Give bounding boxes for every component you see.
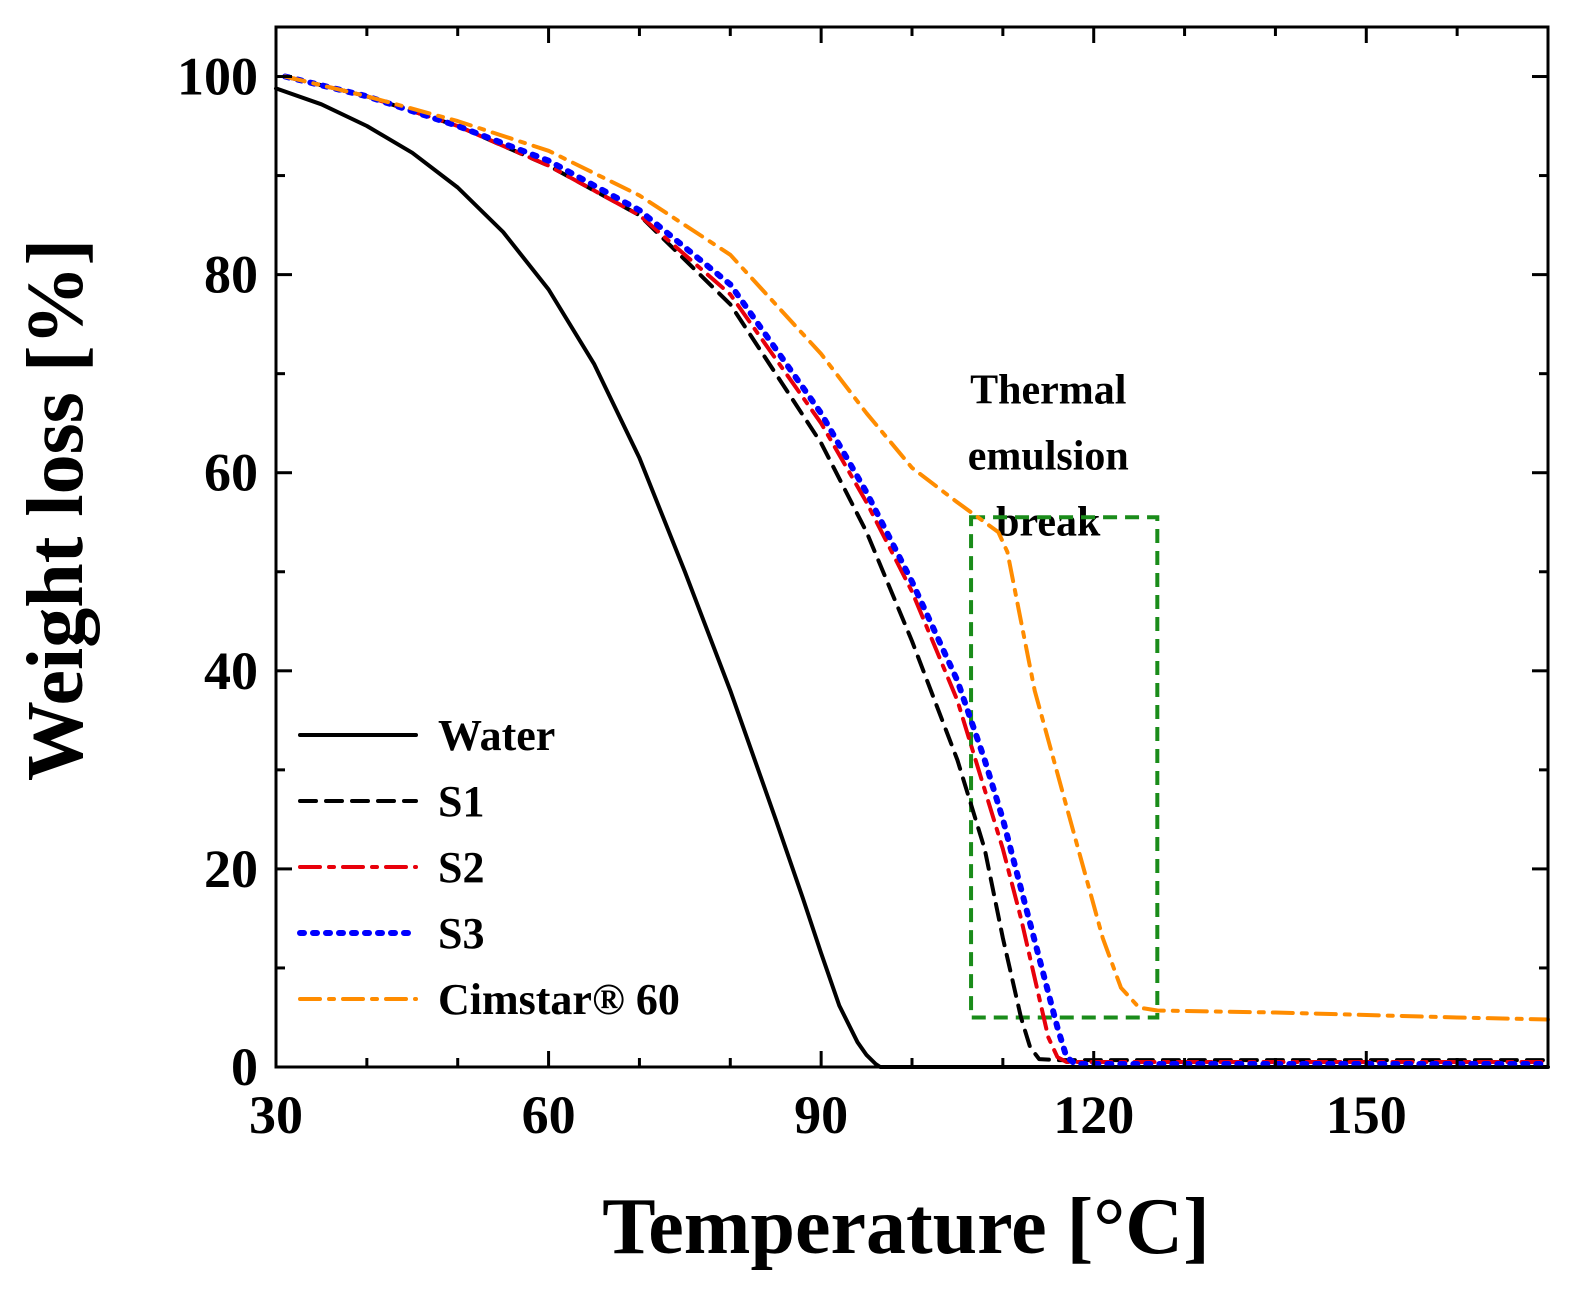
series-line-1 [283,74,1550,1063]
legend-label-2: S2 [438,843,484,892]
y-axis-title: Weight loss [%] [12,239,100,781]
annotation-layer: Thermal emulsion break [968,367,1160,1020]
x-axis-title: Temperature [°C] [602,1183,1209,1271]
legend: Water S1 S2 S3 Cimstar® 60 [297,711,680,1024]
legend-label-3: S3 [438,909,484,958]
axis-layer: 30 60 90 120 150 0 20 40 60 80 100 [177,27,1550,1145]
thermal-break-box [969,515,1160,1020]
y-tick-label: 100 [177,47,258,107]
annotation-text: break [996,499,1101,545]
annotation-text: emulsion [968,433,1129,479]
y-tick-label: 20 [204,839,258,899]
y-tick-label: 0 [231,1037,258,1097]
x-tick-label: 150 [1326,1085,1407,1145]
legend-label-0: Water [438,711,555,760]
annotation-text: Thermal [970,367,1126,413]
x-tick-label: 60 [522,1085,576,1145]
legend-label-4: Cimstar® 60 [438,975,680,1024]
x-tick-label: 120 [1053,1085,1134,1145]
y-tick-label: 80 [204,245,258,305]
x-tick-label: 30 [249,1085,303,1145]
legend-label-1: S1 [438,777,484,826]
series-line-3 [282,73,1551,1067]
x-tick-label: 90 [794,1085,848,1145]
y-tick-label: 40 [204,641,258,701]
series-line-2 [283,74,1550,1064]
y-tick-label: 60 [204,443,258,503]
series-line-4 [283,74,1550,1022]
